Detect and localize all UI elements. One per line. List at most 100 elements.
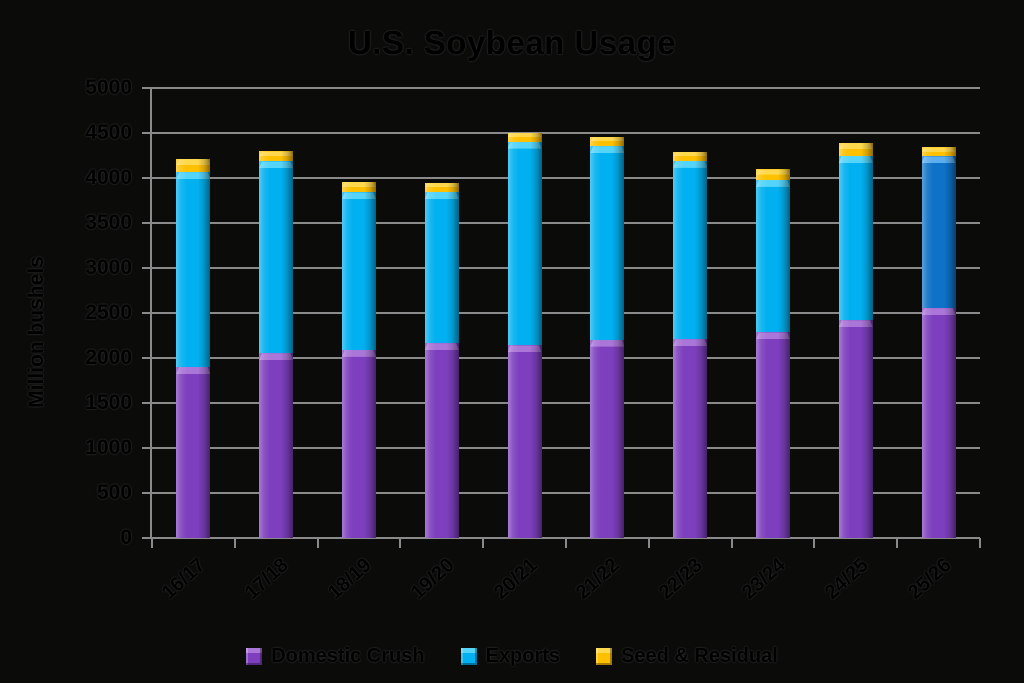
bar-segment-seed-residual (342, 181, 376, 193)
x-tick (316, 538, 319, 548)
legend-label: Seed & Residual (621, 644, 778, 667)
gridline (142, 132, 980, 134)
bar-segment-shading (838, 142, 873, 156)
bar-segment-shading (673, 339, 708, 538)
y-tick-label: 0 (120, 526, 132, 549)
gridline (142, 492, 980, 494)
legend-swatch (246, 647, 263, 665)
bar-segment-highlight (507, 141, 542, 149)
bar-segment-shading (507, 141, 542, 346)
x-tick-label: 24/25 (820, 554, 873, 604)
bar-segment-highlight (590, 339, 625, 347)
legend-item: Seed & Residual (596, 645, 778, 668)
gridline (142, 357, 980, 359)
bar-segment-shading (176, 172, 211, 367)
bar-segment-shading (507, 345, 542, 538)
bar-segment-highlight (838, 142, 873, 150)
bar-segment-shading (756, 169, 790, 180)
bar-segment-highlight (590, 146, 625, 154)
bar-segment-highlight (342, 349, 376, 357)
bar-segment-shading (590, 339, 625, 538)
bar-segment-seed-residual (259, 151, 294, 162)
bar-segment-exports (507, 141, 542, 346)
bar-segment-highlight (176, 172, 211, 180)
bar-segment-highlight (921, 156, 956, 164)
x-tick-label: 21/22 (572, 554, 625, 604)
bar-segment-seed-residual (507, 132, 542, 142)
bar-segment-highlight (921, 147, 956, 152)
x-tick-label: 20/21 (489, 554, 542, 604)
bar-segment-highlight (507, 345, 542, 353)
bar-segment-highlight (838, 320, 873, 328)
y-tick-label: 500 (96, 481, 132, 504)
x-tick (730, 538, 733, 548)
x-tick (896, 538, 899, 548)
legend: Domestic Crush Exports Seed & Residual (0, 642, 1024, 670)
bar-segment-highlight (342, 181, 376, 187)
bar-segment-highlight (507, 132, 542, 138)
bar-segment-highlight (756, 332, 790, 340)
bar-segment-shading (756, 332, 790, 538)
gridline (142, 267, 980, 269)
bar-segment-shading (259, 151, 294, 162)
gridline (142, 222, 980, 224)
x-tick-label: 22/23 (654, 554, 707, 604)
bar-segment-domestic-crush (259, 353, 294, 538)
bar-segment-shading (424, 343, 459, 538)
bar-segment-highlight (673, 339, 708, 347)
bar-segment-shading (921, 156, 956, 309)
x-tick (979, 538, 981, 548)
bar-segment-seed-residual (590, 136, 625, 147)
gridline (142, 312, 980, 314)
bar-segment-shading (176, 367, 211, 538)
bar-segment-seed-residual (424, 182, 459, 192)
bar-segment-domestic-crush (176, 367, 211, 538)
bar-segment-highlight (673, 151, 708, 157)
x-tick (399, 538, 402, 548)
bar-segment-exports (176, 172, 211, 367)
bar-segment-domestic-crush (921, 308, 956, 538)
bar-segment-highlight (673, 160, 708, 168)
gridline (142, 402, 980, 404)
bar-segment-domestic-crush (507, 345, 542, 538)
gridline (142, 447, 980, 449)
bar-segment-shading (921, 308, 956, 538)
y-tick-label: 2500 (85, 301, 132, 324)
bar-segment-shading (590, 146, 625, 340)
bar-segment-shading (838, 320, 873, 538)
bar-segment-exports (342, 192, 376, 350)
bar-segment-domestic-crush (756, 332, 790, 538)
bar-segment-highlight (424, 191, 459, 199)
bar-segment-shading (259, 353, 294, 538)
bar-segment-highlight (259, 353, 294, 361)
bar-segment-seed-residual (176, 158, 211, 173)
gridline (142, 177, 980, 179)
bar-segment-highlight (590, 136, 625, 142)
bar-segment-highlight (424, 343, 459, 351)
y-tick-label: 2000 (85, 346, 132, 369)
bar-segment-shading (838, 155, 873, 321)
bar-segment-highlight (259, 151, 294, 157)
y-tick-label: 3500 (85, 211, 132, 234)
bar-segment-highlight (838, 155, 873, 163)
chart-title: U.S. Soybean Usage (347, 24, 677, 61)
y-axis-title: Million bushels (25, 256, 48, 408)
bar-segment-shading (259, 161, 294, 354)
x-tick-label: 16/17 (158, 554, 211, 604)
bar-segment-exports (921, 156, 956, 309)
bar-segment-exports (259, 161, 294, 354)
gridline (142, 87, 980, 89)
bar-segment-highlight (921, 308, 956, 316)
legend-label: Exports (485, 644, 561, 667)
bar-segment-highlight (424, 182, 459, 188)
bar-segment-seed-residual (838, 142, 873, 156)
y-tick-label: 4500 (85, 121, 132, 144)
x-tick (482, 538, 485, 548)
bar-segment-shading (507, 132, 542, 142)
x-tick-label: 25/26 (903, 554, 956, 604)
bar-segment-shading (424, 182, 459, 192)
legend-swatch (460, 647, 477, 665)
x-tick (151, 538, 153, 548)
x-tick (813, 538, 816, 548)
y-tick-label: 4000 (85, 166, 132, 189)
